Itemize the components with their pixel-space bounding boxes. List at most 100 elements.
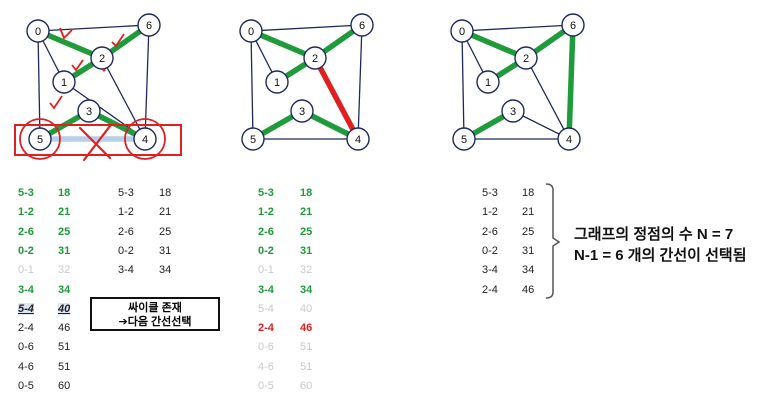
edge-weight: 31 <box>522 244 535 257</box>
node-3 <box>501 99 525 123</box>
edge-6-4 <box>357 24 363 140</box>
edge-6-4 <box>566 24 576 140</box>
edge-label: 1-2 <box>18 206 34 219</box>
edge-weight: 25 <box>58 225 71 238</box>
highlight-box <box>14 124 182 156</box>
summary-line-1: 그래프의 정점의 수 N = 7 <box>574 226 734 243</box>
edge-weight: 46 <box>58 322 71 335</box>
edge-0-6 <box>250 24 363 32</box>
edge-weight: 25 <box>159 225 172 238</box>
edge-label: 5-3 <box>482 187 498 199</box>
edge-label: 4-6 <box>18 360 34 373</box>
edge-weight: 32 <box>300 264 313 277</box>
edge-2-4 <box>312 56 361 141</box>
node-5 <box>452 127 476 151</box>
edge-label: 1-2 <box>118 206 134 219</box>
edge-label: 3-4 <box>258 283 274 296</box>
node-1 <box>52 70 76 94</box>
edge-weight: 51 <box>58 341 71 354</box>
node-4 <box>133 127 157 151</box>
node-2 <box>514 46 538 70</box>
edge-weight: 21 <box>159 206 172 219</box>
edge-label: 0-6 <box>18 341 34 354</box>
edge-label: 1-2 <box>258 206 274 219</box>
edge-weight: 18 <box>58 187 71 199</box>
edge-label: 2-4 <box>18 322 34 335</box>
edge-weight: 34 <box>58 283 71 296</box>
node-label: 2 <box>312 53 318 65</box>
edge-2-4 <box>525 57 570 140</box>
cycle-notice: 싸이클 존재 ➔다음 간선선택 <box>90 297 220 331</box>
circle-mark-node-5 <box>19 118 61 160</box>
node-label: 4 <box>566 134 572 146</box>
summary-line-2: N-1 = 6 개의 간선이 선택됨 <box>574 247 747 264</box>
edge-weight: 46 <box>522 283 535 296</box>
edge-label: 0-2 <box>482 244 498 257</box>
edge-label: 3-4 <box>18 283 34 296</box>
node-2 <box>303 46 327 70</box>
node-3 <box>290 99 314 123</box>
node-label: 2 <box>523 53 529 65</box>
edge-weight: 21 <box>300 206 313 219</box>
edge-label: 5-4 <box>258 302 274 315</box>
edge-weight: 31 <box>58 244 71 257</box>
edge-0-6 <box>37 24 150 32</box>
edge-weight: 34 <box>300 283 313 296</box>
check-mark <box>71 59 84 72</box>
graph-final: 0 1 2 3 4 5 6 <box>450 13 585 151</box>
edge-weight: 40 <box>58 302 71 315</box>
node-label: 5 <box>461 134 467 146</box>
notice-line-2: ➔다음 간선선택 <box>118 316 192 328</box>
node-label: 2 <box>99 53 105 65</box>
edge-weight: 34 <box>159 264 172 277</box>
edge-label: 3-4 <box>118 264 134 277</box>
node-1 <box>265 70 289 94</box>
node-5 <box>28 127 52 151</box>
edge-weight: 18 <box>522 187 535 199</box>
edge-weight: 40 <box>300 302 313 315</box>
graph-cycle-check: 0 1 2 3 4 5 6 <box>239 13 374 151</box>
cross-mark <box>78 124 112 162</box>
edge-weight: 21 <box>58 206 71 219</box>
node-label: 0 <box>248 26 254 38</box>
graph-initial: 0 1 2 3 4 5 6 <box>26 13 161 151</box>
node-label: 1 <box>274 77 280 89</box>
handwritten-marks <box>14 27 561 299</box>
dot-mark <box>102 68 106 72</box>
edge-weight: 18 <box>300 187 313 199</box>
edge-label: 2-4 <box>258 322 274 335</box>
node-4 <box>346 127 370 151</box>
edge-label: 2-6 <box>482 225 498 238</box>
check-mark <box>59 27 73 40</box>
node-label: 0 <box>459 26 465 38</box>
edge-0-5 <box>250 30 254 140</box>
node-label: 6 <box>146 20 152 32</box>
node-label: 6 <box>359 20 365 32</box>
edge-weight: 51 <box>300 341 313 354</box>
brace <box>545 183 561 299</box>
edge-weight: 46 <box>300 322 313 335</box>
edge-label: 2-4 <box>482 283 498 296</box>
check-mark <box>111 33 125 48</box>
edge-label: 5-3 <box>18 187 34 199</box>
edge-weight: 31 <box>300 244 313 257</box>
node-0 <box>450 19 474 43</box>
node-label: 6 <box>570 20 576 32</box>
edge-weight: 34 <box>522 264 535 277</box>
check-mark <box>49 95 63 110</box>
node-label: 5 <box>37 134 43 146</box>
node-6 <box>350 13 374 37</box>
edge-label: 5-3 <box>258 187 274 199</box>
node-3 <box>77 99 101 123</box>
node-label: 4 <box>355 134 361 146</box>
node-4 <box>557 127 581 151</box>
node-label: 1 <box>61 77 67 89</box>
node-1 <box>476 70 500 94</box>
node-label: 3 <box>510 106 516 118</box>
edge-weight: 51 <box>300 360 313 373</box>
edge-label: 0-2 <box>18 244 34 257</box>
node-label: 3 <box>299 106 305 118</box>
edge-label: 0-2 <box>258 244 274 257</box>
edge-label: 0-1 <box>18 264 34 277</box>
